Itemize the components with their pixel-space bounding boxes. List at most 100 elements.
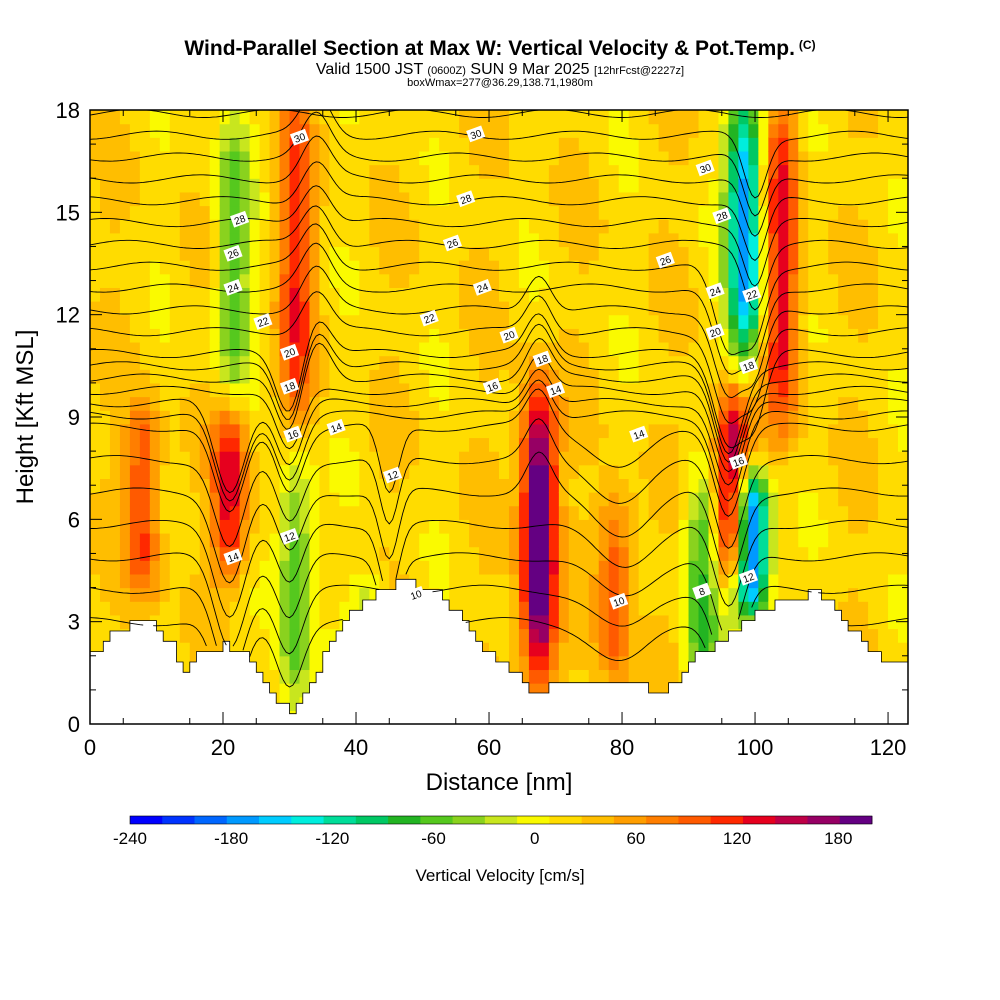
velocity-cell bbox=[798, 137, 809, 152]
y-tick-label: 18 bbox=[56, 98, 80, 123]
velocity-cell bbox=[868, 410, 879, 425]
velocity-cell bbox=[219, 437, 231, 452]
velocity-cell bbox=[618, 341, 630, 357]
velocity-cell bbox=[578, 382, 590, 398]
velocity-cell bbox=[658, 505, 670, 520]
velocity-cell bbox=[209, 587, 221, 602]
velocity-cell bbox=[469, 232, 480, 248]
velocity-cell bbox=[489, 464, 500, 479]
velocity-cell bbox=[568, 573, 580, 589]
velocity-cell bbox=[249, 560, 261, 575]
velocity-cell bbox=[169, 137, 181, 152]
velocity-cell bbox=[568, 328, 580, 343]
velocity-cell bbox=[698, 505, 710, 520]
isentrope-label-box bbox=[456, 190, 476, 208]
velocity-cell bbox=[638, 492, 650, 507]
velocity-cell bbox=[688, 232, 700, 248]
velocity-cell bbox=[778, 573, 789, 589]
velocity-cell bbox=[698, 628, 710, 643]
velocity-cell bbox=[588, 628, 600, 643]
velocity-cell bbox=[688, 314, 700, 329]
velocity-cell bbox=[499, 642, 510, 657]
velocity-cell bbox=[598, 478, 610, 493]
velocity-cell bbox=[489, 642, 500, 657]
velocity-cell bbox=[708, 478, 720, 493]
velocity-cell bbox=[728, 382, 740, 398]
velocity-cell bbox=[808, 260, 819, 275]
velocity-cell bbox=[878, 410, 889, 425]
velocity-cell bbox=[229, 560, 241, 575]
velocity-cell bbox=[728, 478, 740, 493]
velocity-cell bbox=[608, 382, 620, 398]
velocity-cell bbox=[359, 150, 370, 166]
velocity-cell bbox=[329, 219, 340, 234]
velocity-cell bbox=[568, 341, 580, 357]
velocity-cell bbox=[299, 205, 311, 220]
velocity-cell bbox=[419, 164, 430, 179]
velocity-cell bbox=[479, 492, 490, 507]
velocity-cell bbox=[459, 137, 470, 152]
velocity-cell bbox=[269, 382, 281, 398]
velocity-cell bbox=[459, 601, 470, 616]
velocity-cell bbox=[588, 150, 600, 166]
velocity-cell bbox=[868, 260, 879, 275]
velocity-cell bbox=[798, 123, 809, 138]
velocity-cell bbox=[479, 642, 490, 657]
velocity-cell bbox=[758, 164, 769, 179]
velocity-cell bbox=[169, 232, 181, 248]
velocity-cell bbox=[369, 410, 380, 425]
velocity-cell bbox=[578, 505, 590, 520]
velocity-cell bbox=[239, 164, 251, 179]
velocity-cell bbox=[638, 410, 650, 425]
velocity-cell bbox=[329, 464, 340, 479]
velocity-cell bbox=[379, 546, 390, 561]
velocity-cell bbox=[99, 314, 111, 329]
velocity-cell bbox=[309, 669, 321, 684]
velocity-cell bbox=[349, 464, 360, 479]
velocity-cell bbox=[898, 191, 908, 207]
velocity-cell bbox=[129, 573, 141, 589]
velocity-cell bbox=[229, 614, 241, 630]
velocity-cell bbox=[608, 178, 620, 193]
velocity-cell bbox=[109, 410, 121, 425]
velocity-cell bbox=[419, 301, 430, 316]
velocity-cell bbox=[269, 519, 281, 534]
velocity-cell bbox=[548, 410, 560, 425]
velocity-cell bbox=[289, 301, 301, 316]
velocity-cell bbox=[139, 410, 151, 425]
velocity-cell bbox=[319, 273, 331, 288]
velocity-cell bbox=[608, 573, 620, 589]
velocity-cell bbox=[169, 519, 181, 534]
velocity-cell bbox=[858, 505, 869, 520]
velocity-cell bbox=[518, 382, 530, 398]
velocity-cell bbox=[568, 560, 580, 575]
velocity-cell bbox=[798, 464, 809, 479]
velocity-cell bbox=[399, 287, 410, 302]
velocity-cell bbox=[259, 164, 271, 179]
velocity-cell bbox=[359, 519, 370, 534]
velocity-cell bbox=[279, 492, 291, 507]
velocity-cell bbox=[658, 110, 670, 125]
velocity-cell bbox=[109, 573, 121, 589]
velocity-cell bbox=[309, 232, 321, 248]
velocity-cell bbox=[888, 273, 899, 288]
velocity-cell bbox=[139, 396, 151, 411]
velocity-cell bbox=[808, 178, 819, 193]
velocity-cell bbox=[898, 314, 908, 329]
velocity-cell bbox=[768, 287, 779, 302]
velocity-cell bbox=[578, 205, 590, 220]
velocity-cell bbox=[638, 191, 650, 207]
y-tick-label: 12 bbox=[56, 303, 80, 328]
velocity-cell bbox=[99, 219, 111, 234]
velocity-cell bbox=[828, 396, 839, 411]
isentrope-label-text: 18 bbox=[536, 353, 551, 367]
velocity-cell bbox=[548, 219, 560, 234]
velocity-cell bbox=[818, 546, 829, 561]
velocity-cell bbox=[638, 110, 650, 125]
velocity-cell bbox=[139, 369, 151, 384]
velocity-cell bbox=[399, 505, 410, 520]
velocity-cell bbox=[568, 655, 580, 671]
velocity-cell bbox=[878, 437, 889, 452]
velocity-cell bbox=[618, 532, 630, 548]
velocity-cell bbox=[888, 410, 899, 425]
